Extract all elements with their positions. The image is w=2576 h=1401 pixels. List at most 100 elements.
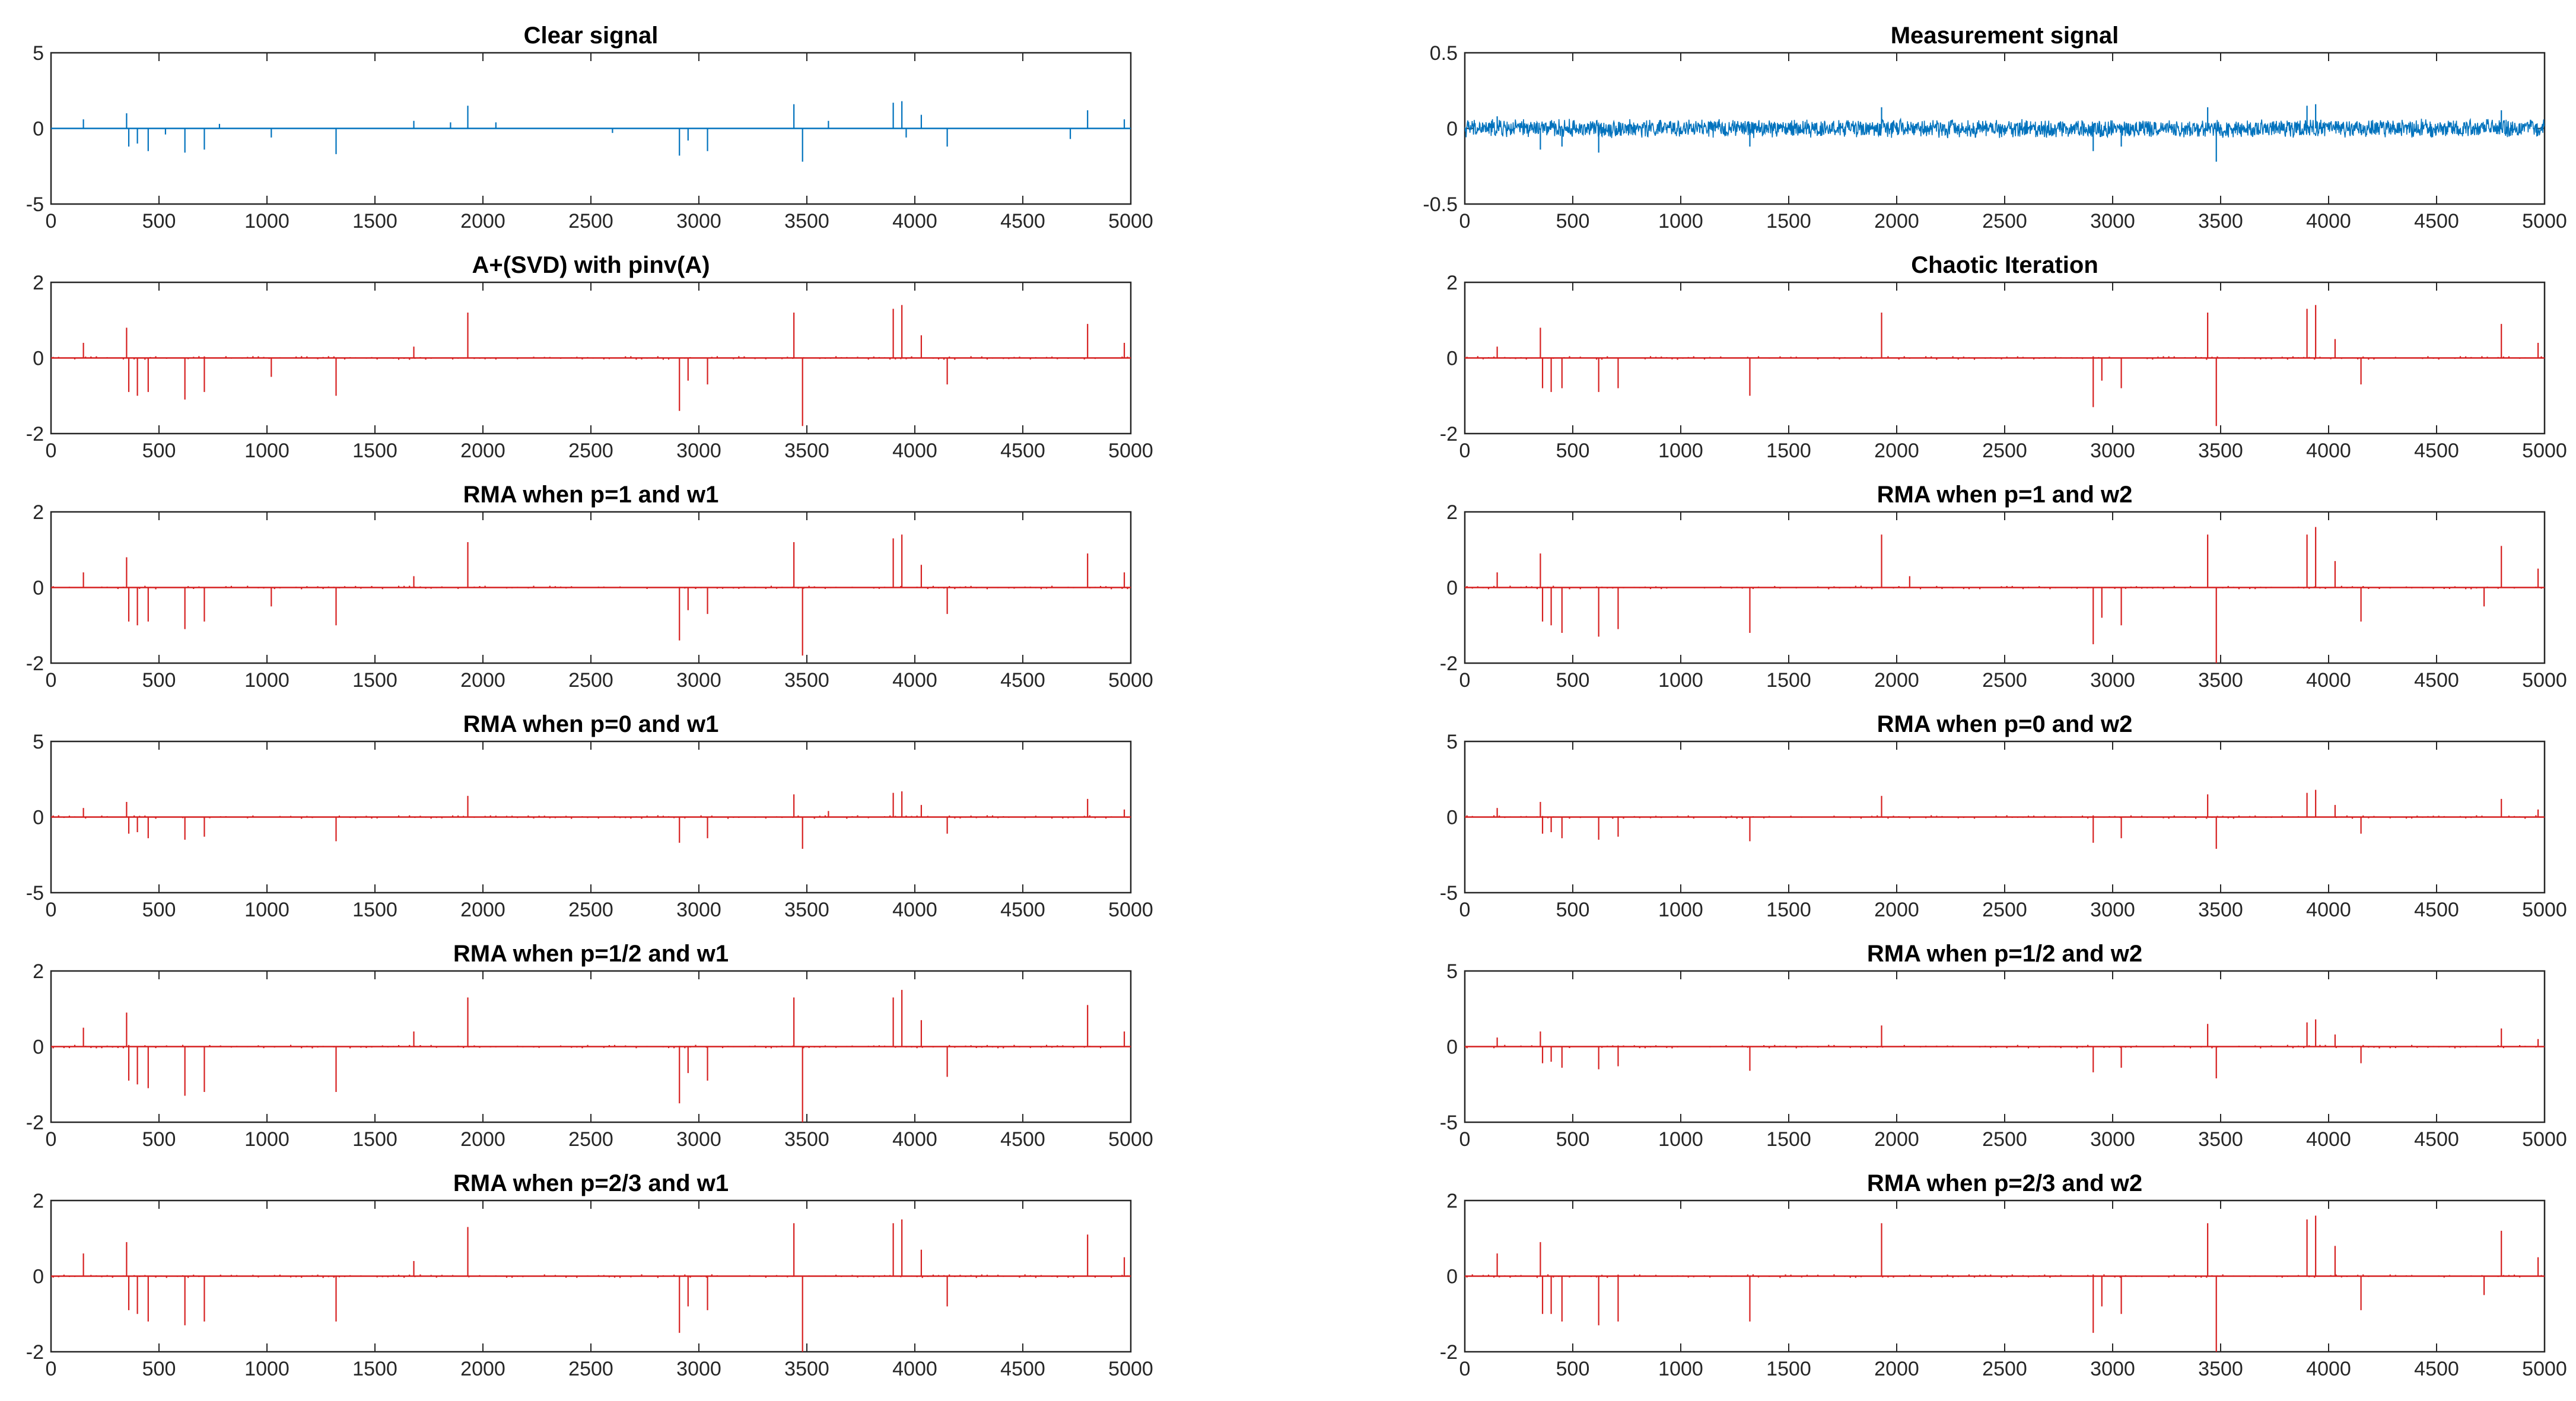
y-tick-label: 0 — [33, 1266, 44, 1288]
x-tick-label: 1000 — [1658, 1358, 1703, 1380]
x-tick-label: 2500 — [568, 669, 613, 692]
x-tick-label: 3500 — [2198, 1128, 2243, 1151]
x-tick-label: 4000 — [892, 899, 937, 921]
x-tick-label: 4000 — [2306, 210, 2351, 233]
series-red — [1465, 1215, 2545, 1352]
x-tick-label: 5000 — [1108, 899, 1153, 921]
x-tick-label: 500 — [142, 210, 176, 233]
series-red — [51, 791, 1131, 849]
subplot-11: RMA when p=2/3 and w10 500 1000 1500 2000 250… — [26, 1170, 1153, 1380]
y-tick-label: -2 — [1440, 423, 1458, 445]
x-tick-label: 5000 — [2522, 899, 2567, 921]
series-red — [51, 1219, 1131, 1352]
x-tick-label: 4000 — [892, 210, 937, 233]
x-tick-label: 2500 — [568, 1358, 613, 1380]
x-tick-label: 5000 — [2522, 669, 2567, 692]
x-tick-label: 4500 — [2414, 899, 2459, 921]
x-tick-label: 4500 — [1000, 210, 1045, 233]
x-tick-label: 0 — [46, 899, 57, 921]
x-tick-label: 2500 — [568, 440, 613, 462]
subplot-6: RMA when p=1 and w2 0 500 1000 1500 2000 2500 3… — [1440, 482, 2567, 692]
y-tick-label: 2 — [1446, 501, 1458, 524]
x-tick-label: 4500 — [1000, 899, 1045, 921]
x-tick-label: 5000 — [1108, 1128, 1153, 1151]
x-tick-label: 3000 — [676, 1128, 721, 1151]
subplot-4: Chaotic Iteration 0 500 1000 1500 2000 2500 300… — [1440, 252, 2567, 462]
x-tick-label: 0 — [1459, 669, 1471, 692]
x-tick-label: 3500 — [784, 440, 829, 462]
x-tick-label: 1500 — [1766, 440, 1811, 462]
subplot-title: RMA when p=1/2 and w2 — [1867, 941, 2142, 967]
x-tick-label: 500 — [142, 1128, 176, 1151]
x-tick-label: 3000 — [2090, 210, 2135, 233]
x-tick-label: 3000 — [676, 440, 721, 462]
series-blue — [1465, 104, 2545, 162]
x-tick-label: 1000 — [1658, 669, 1703, 692]
subplot-title: Measurement signal — [1891, 23, 2119, 49]
x-tick-label: 500 — [1556, 669, 1590, 692]
x-tick-label: 1500 — [352, 899, 397, 921]
x-tick-label: 4500 — [2414, 440, 2459, 462]
x-tick-label: 2500 — [1982, 210, 2027, 233]
series-blue — [51, 101, 1131, 162]
x-tick-label: 0 — [46, 1128, 57, 1151]
y-tick-label: 0 — [33, 118, 44, 141]
y-tick-label: 0 — [1446, 807, 1458, 829]
x-tick-label: 500 — [1556, 1128, 1590, 1151]
subplot-9: RMA when p=1/2 and w10 500 1000 1500 2000 250… — [26, 941, 1153, 1151]
x-tick-label: 2000 — [460, 210, 505, 233]
x-tick-label: 1000 — [1658, 899, 1703, 921]
y-tick-label: 2 — [33, 1190, 44, 1212]
x-tick-label: 5000 — [2522, 440, 2567, 462]
series-red — [1465, 305, 2545, 426]
x-tick-label: 1500 — [352, 440, 397, 462]
y-tick-label: 5 — [33, 42, 44, 65]
x-tick-label: 3500 — [784, 1128, 829, 1151]
subplot-3: A+(SVD) with pinv(A)0 500 1000 1500 2000 2500… — [26, 252, 1153, 462]
subplot-title: Chaotic Iteration — [1911, 252, 2098, 278]
x-tick-label: 1000 — [244, 1128, 290, 1151]
subplot-12: RMA when p=2/3 and w20 500 1000 1500 2000 250… — [1440, 1170, 2567, 1380]
y-tick-label: 5 — [33, 731, 44, 753]
x-tick-label: 2500 — [1982, 669, 2027, 692]
x-tick-label: 1500 — [1766, 210, 1811, 233]
y-tick-label: 0 — [1446, 348, 1458, 370]
y-tick-label: 2 — [33, 272, 44, 294]
x-tick-label: 1500 — [352, 210, 397, 233]
x-tick-label: 4000 — [892, 440, 937, 462]
x-tick-label: 3000 — [676, 899, 721, 921]
x-tick-label: 1000 — [244, 1358, 290, 1380]
x-tick-label: 2500 — [568, 1128, 613, 1151]
y-tick-label: 0.5 — [1430, 42, 1458, 65]
series-red — [51, 305, 1131, 426]
subplot-5: RMA when p=1 and w1 0 500 1000 1500 2000 2500 3… — [26, 482, 1153, 692]
y-tick-label: 0 — [33, 577, 44, 600]
subplot-title: RMA when p=0 and w2 — [1877, 711, 2133, 737]
x-tick-label: 2000 — [1874, 669, 1919, 692]
subplot-title: RMA when p=0 and w1 — [463, 711, 719, 737]
x-tick-label: 5000 — [2522, 1128, 2567, 1151]
subplot-title: RMA when p=1 and w1 — [463, 482, 719, 508]
x-tick-label: 2000 — [460, 1358, 505, 1380]
x-tick-label: 500 — [1556, 899, 1590, 921]
x-tick-label: 1000 — [244, 210, 290, 233]
x-tick-label: 4000 — [892, 669, 937, 692]
y-tick-label: 2 — [33, 501, 44, 524]
x-tick-label: 2500 — [1982, 1128, 2027, 1151]
y-tick-label: 5 — [1446, 731, 1458, 753]
y-tick-label: 2 — [1446, 1190, 1458, 1212]
y-tick-label: 5 — [1446, 960, 1458, 983]
y-tick-label: -2 — [26, 423, 44, 445]
x-tick-label: 5000 — [2522, 1358, 2567, 1380]
x-tick-label: 3000 — [2090, 1128, 2135, 1151]
x-tick-label: 3000 — [2090, 440, 2135, 462]
x-tick-label: 0 — [46, 1358, 57, 1380]
x-tick-label: 2500 — [568, 899, 613, 921]
x-tick-label: 2000 — [1874, 440, 1919, 462]
x-tick-label: 0 — [1459, 899, 1471, 921]
x-tick-label: 500 — [1556, 1358, 1590, 1380]
x-tick-label: 3500 — [2198, 440, 2243, 462]
x-tick-label: 3000 — [676, 669, 721, 692]
x-tick-label: 2000 — [1874, 1358, 1919, 1380]
subplot-title: RMA when p=2/3 and w2 — [1867, 1170, 2142, 1196]
